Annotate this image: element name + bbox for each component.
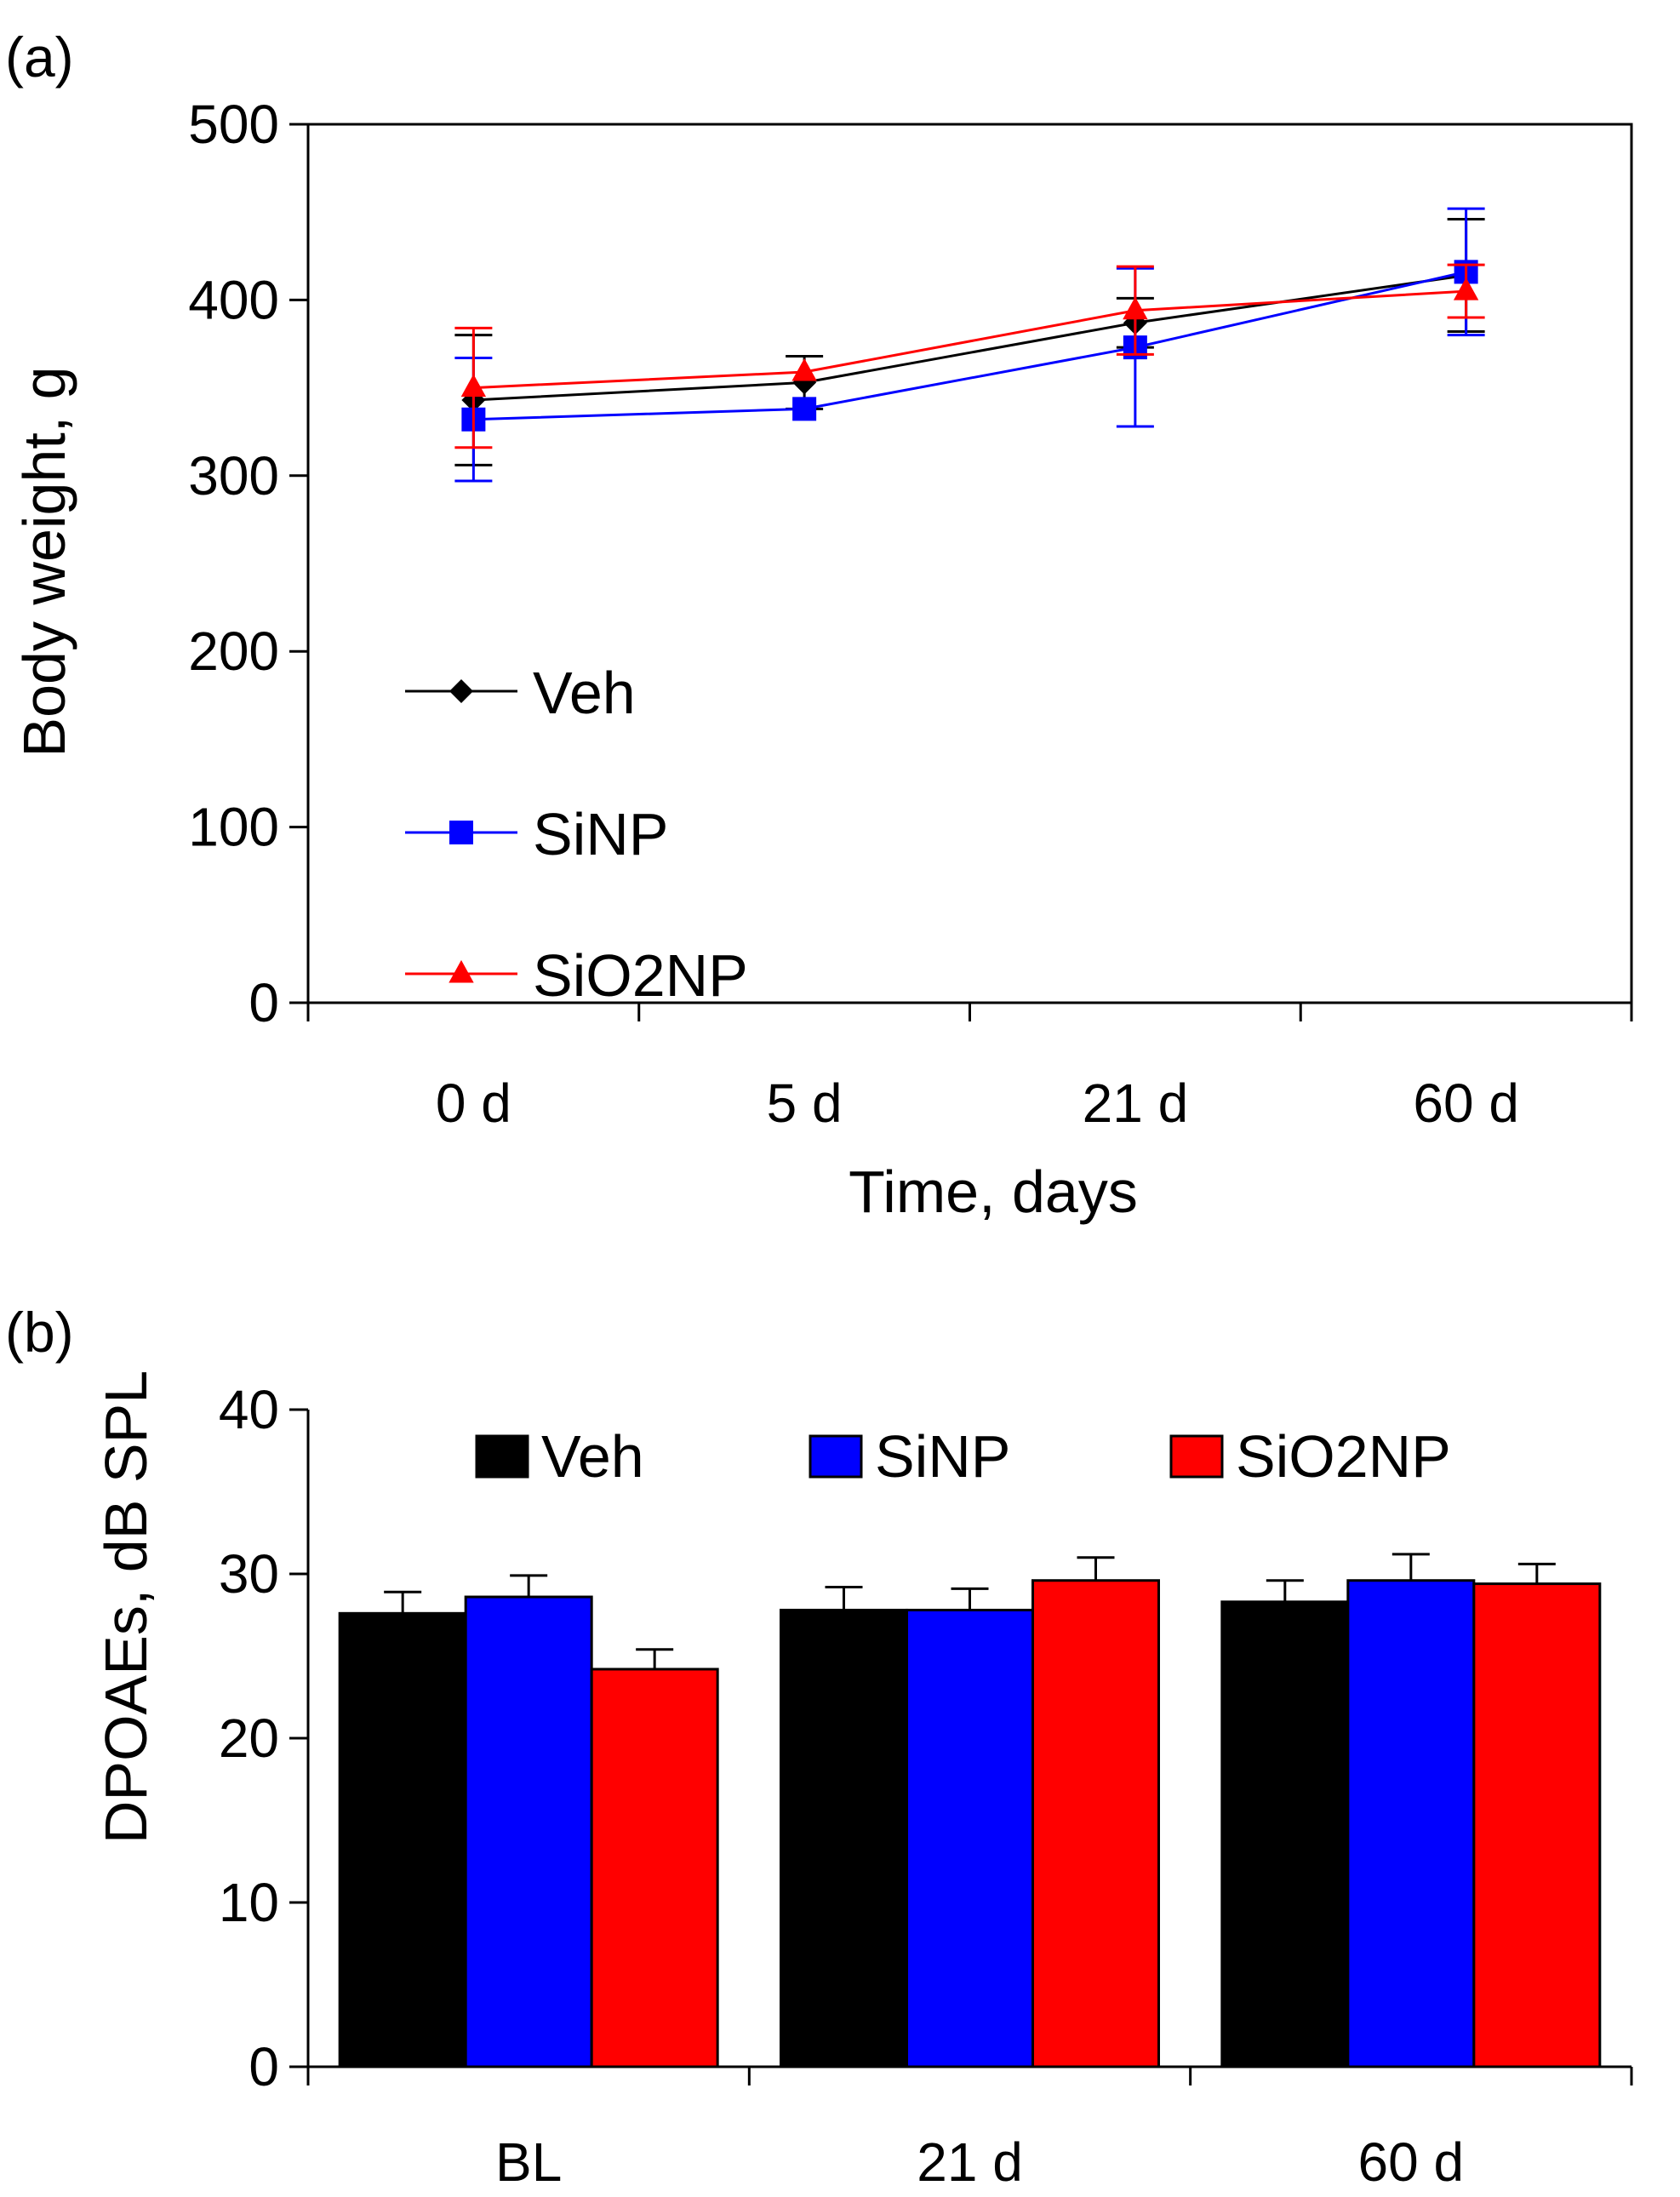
bar-veh-21-d [780,1608,908,2068]
bar-sio2np-60-d [1472,1582,1602,2068]
legend-b: Veh SiNP SiO2NP [475,1423,1451,1490]
y-tick-label-a-200: 200 [188,621,279,682]
x-tick-label-a-5-d: 5 d [767,1073,843,1134]
y-tick-label-a-300: 300 [188,445,279,506]
x-axis-title-time: Time, days [849,1159,1138,1225]
y-axis-title-body-weight: Body weight, g [11,366,77,757]
data-point-sinp-5-d [792,397,817,421]
bar-veh-bl [338,1611,467,2068]
series-line-veh [473,274,1466,402]
series-sinp [454,207,1485,483]
y-tick-label-a-500: 500 [188,94,279,155]
data-point-sio2np-5-d [791,358,817,381]
x-tick-label-a-21-d: 21 d [1083,1073,1189,1134]
x-tick-label-b-bl: BL [495,2131,562,2193]
y-tick-label-b-30: 30 [219,1543,279,1605]
x-tick-label-b-60-d: 60 d [1358,2131,1465,2193]
bars-group-b [338,1553,1602,2068]
legend-label-sinp: SiNP [533,801,668,867]
bar-sinp-21-d [906,1608,1034,2068]
panel-label-b: (b) [5,1301,74,1364]
bar-veh-60-d [1220,1600,1350,2068]
legend-marker-veh [449,679,473,703]
legend-swatch-veh [475,1434,529,1479]
legend-swatch-sinp [809,1434,863,1479]
bar-sinp-60-d [1346,1579,1476,2068]
legend-a: Veh SiNP SiO2NP [405,660,748,1009]
y-tick-label-b-10: 10 [219,1872,279,1933]
x-tick-label-b-21-d: 21 d [917,2131,1023,2193]
legend-marker-sinp [449,821,473,844]
legend-label-veh: Veh [533,660,636,726]
series-sio2np [454,263,1485,449]
legend-swatch-sio2np [1169,1434,1224,1479]
panel-label-a: (a) [5,26,74,89]
y-tick-label-a-100: 100 [188,797,279,858]
legend-label-veh: Veh [541,1423,644,1490]
plot-frame-a [306,123,1633,1004]
data-point-sio2np-21-d [1123,296,1148,320]
series-group-a [454,207,1485,483]
data-point-sio2np-0-d [460,374,487,398]
legend-label-sinp: SiNP [875,1423,1010,1490]
x-tick-label-a-0-d: 0 d [436,1073,511,1134]
y-axis-title-dpoaes: DPOAEs, dB SPL [93,1370,159,1844]
y-tick-label-a-400: 400 [188,269,279,330]
body-weight-line-chart: (a) Body weight, g Time, days 0 100 200 300… [5,26,1633,1225]
x-tick-label-a-60-d: 60 d [1413,1073,1519,1134]
legend-marker-sio2np [449,959,474,983]
series-line-sio2np [473,289,1466,390]
bar-sio2np-21-d [1031,1579,1160,2068]
y-tick-label-b-40: 40 [219,1379,279,1440]
series-line-sinp [473,270,1466,421]
y-tick-label-a-0: 0 [249,972,279,1033]
dpoae-bar-chart: (b) DPOAEs, dB SPL 0 10 20 30 40 BL 21 d 60 d V… [5,1301,1633,2193]
bar-sio2np-bl [590,1668,719,2068]
legend-label-sio2np: SiO2NP [533,942,748,1009]
data-point-sio2np-60-d [1453,277,1479,300]
y-tick-label-b-20: 20 [219,1708,279,1769]
y-tick-label-b-0: 0 [249,2036,279,2097]
axes-a: 0 100 200 300 400 500 0 d 5 d 21 d 60 d [188,94,1633,1134]
legend-label-sio2np: SiO2NP [1236,1423,1451,1490]
bar-sinp-bl [464,1595,593,2068]
